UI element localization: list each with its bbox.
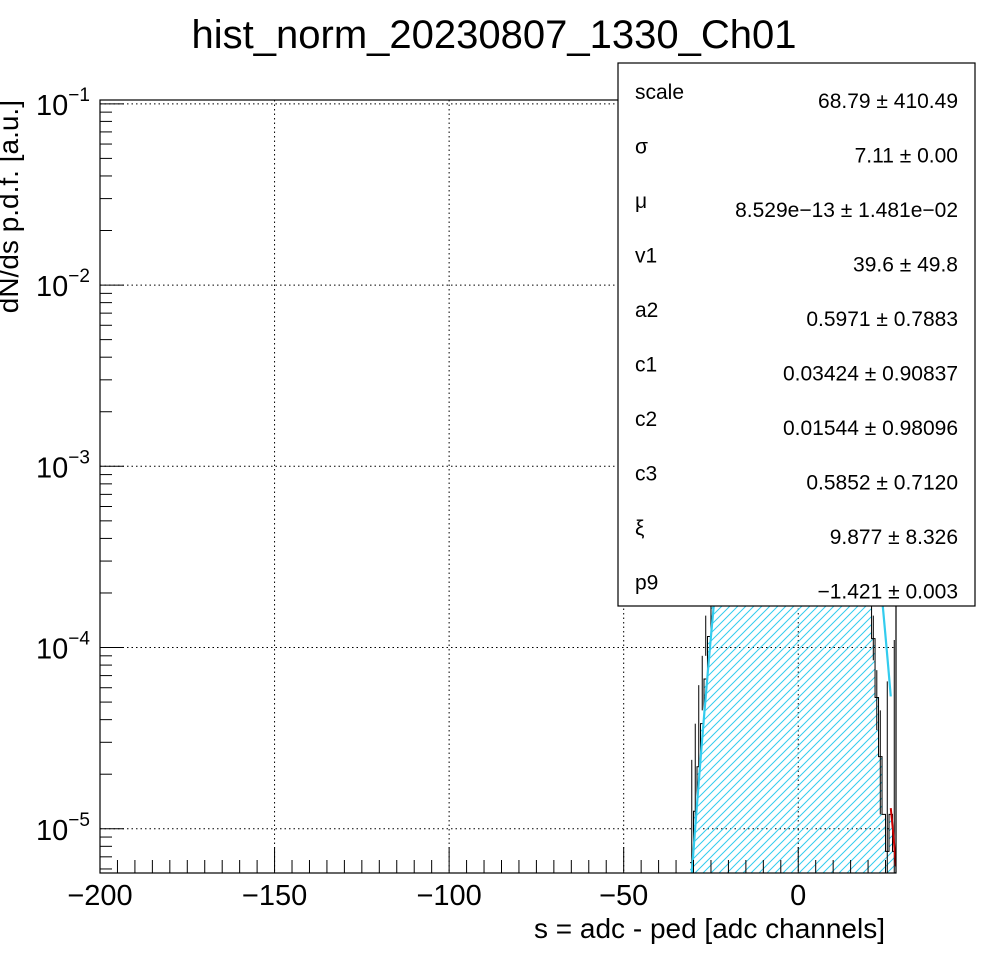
- y-tick-label: 10−4: [36, 629, 90, 666]
- stats-param-name: a2: [635, 299, 658, 322]
- stats-param-name: ξ: [635, 517, 644, 540]
- stats-param-name: c3: [635, 463, 657, 486]
- x-tick-label: 0: [790, 880, 806, 912]
- stats-param-value: 0.5971 ± 0.7883: [806, 308, 958, 331]
- y-tick-label: 10−2: [36, 266, 90, 303]
- fit-stats-box: scale 68.79 ± 410.49 σ 7.11 ± 0.00 μ 8.529e−1…: [617, 62, 976, 607]
- stats-param-value: 9.877 ± 8.326: [830, 526, 958, 549]
- stats-param-value: 7.11 ± 0.00: [855, 145, 958, 168]
- stats-param-name: σ: [635, 136, 648, 159]
- x-axis-label: s = adc - ped [adc channels]: [534, 913, 885, 944]
- stats-param-name: c1: [635, 354, 657, 377]
- stats-param-name: μ: [635, 190, 647, 213]
- stats-param-name: scale: [635, 81, 684, 104]
- stats-box-frame: [617, 62, 976, 607]
- stats-param-name: v1: [635, 245, 657, 268]
- stats-param-value: 0.01544 ± 0.98096: [783, 417, 958, 440]
- stats-param-value: 68.79 ± 410.49: [818, 90, 958, 113]
- stats-param-value: 39.6 ± 49.8: [853, 254, 958, 277]
- stats-param-value: 0.5852 ± 0.7120: [806, 472, 958, 495]
- x-tick-label: −100: [416, 880, 481, 912]
- y-axis-label: dN/ds p.d.f. [a.u.]: [0, 100, 24, 313]
- stats-param-value: −1.421 ± 0.003: [817, 581, 958, 604]
- y-tick-label: 10−3: [36, 447, 90, 484]
- chart-title: hist_norm_20230807_1330_Ch01: [192, 13, 797, 57]
- axes: −200 −150 −100 −50 0 10−1 10−2 10−3 10−4 10−5: [36, 85, 887, 912]
- stats-param-name: c2: [635, 408, 657, 431]
- x-tick-label: −150: [242, 880, 307, 912]
- stats-param-name: p9: [635, 572, 658, 595]
- stats-param-value: 8.529e−13 ± 1.481e−02: [735, 199, 958, 222]
- x-tick-label: −200: [67, 880, 132, 912]
- x-tick-label: −50: [599, 880, 648, 912]
- y-tick-label: 10−5: [36, 810, 90, 847]
- fit-curve-extension: [889, 808, 896, 867]
- y-tick-label: 10−1: [36, 85, 90, 122]
- stats-param-value: 0.03424 ± 0.90837: [783, 363, 958, 386]
